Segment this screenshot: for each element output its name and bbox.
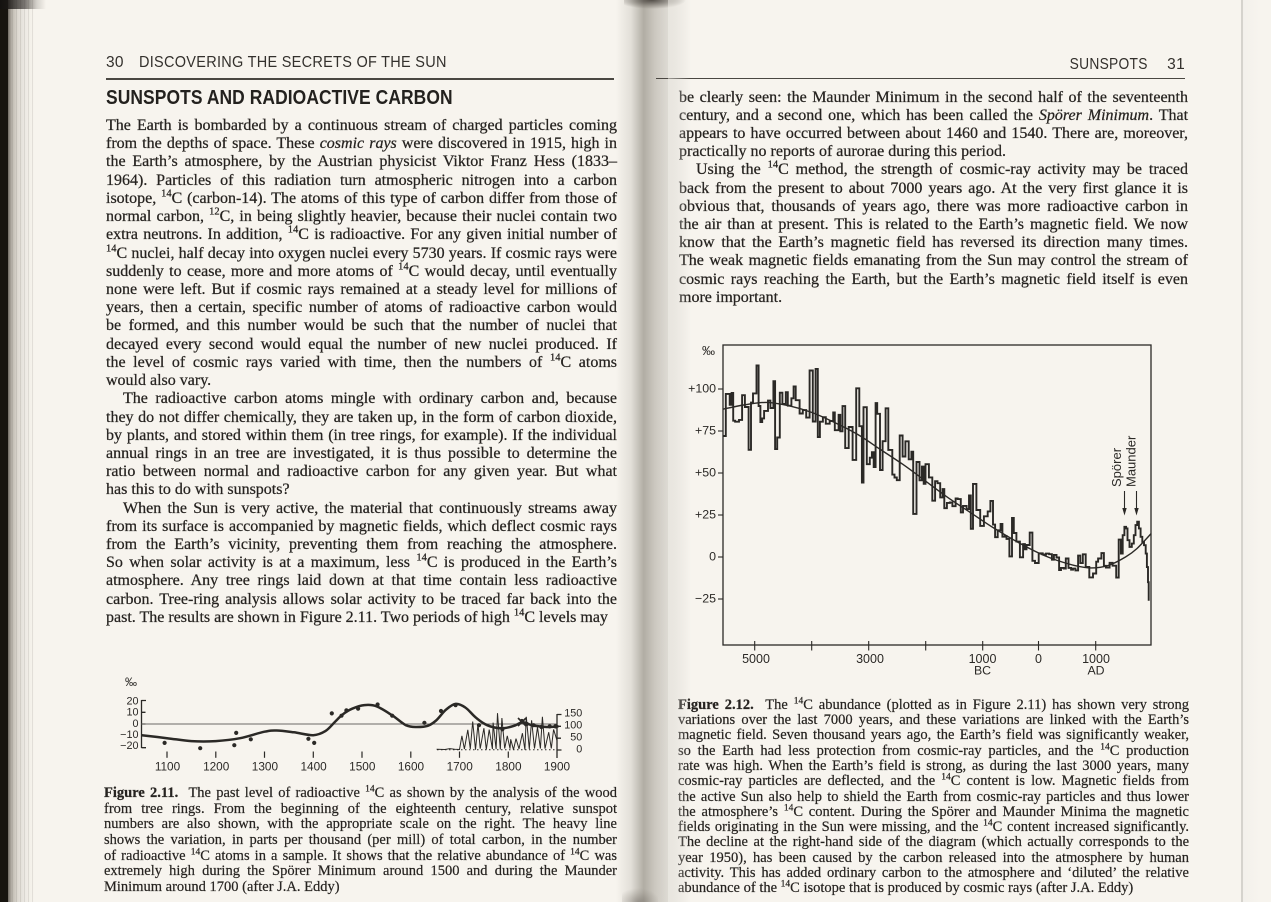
svg-text:1100: 1100 [155, 759, 181, 773]
svg-text:1900: 1900 [544, 759, 571, 773]
svg-text:0: 0 [132, 718, 138, 730]
svg-text:150: 150 [564, 707, 582, 719]
svg-text:100: 100 [564, 720, 582, 732]
svg-text:1300: 1300 [252, 759, 279, 773]
svg-text:1700: 1700 [447, 759, 474, 773]
svg-text:50: 50 [570, 731, 582, 743]
svg-text:+100: +100 [688, 382, 716, 396]
svg-text:Spörer: Spörer [1109, 447, 1124, 487]
svg-text:1000: 1000 [1082, 652, 1110, 666]
svg-text:‰: ‰ [125, 675, 137, 689]
svg-text:10: 10 [126, 707, 138, 719]
svg-text:+75: +75 [695, 424, 716, 438]
svg-text:−25: −25 [695, 592, 716, 606]
svg-text:−20: −20 [120, 740, 138, 752]
svg-text:1600: 1600 [398, 759, 425, 773]
svg-text:1800: 1800 [495, 759, 522, 773]
svg-text:5000: 5000 [742, 652, 770, 666]
svg-text:AD: AD [1087, 664, 1104, 678]
svg-text:1400: 1400 [300, 759, 327, 773]
svg-text:+25: +25 [695, 508, 716, 522]
svg-text:‰: ‰ [702, 343, 715, 358]
svg-text:1500: 1500 [349, 759, 376, 773]
svg-text:0: 0 [709, 550, 716, 564]
svg-text:20: 20 [126, 695, 138, 707]
svg-text:Maunder: Maunder [1124, 435, 1139, 487]
svg-text:0: 0 [1035, 652, 1042, 666]
svg-text:1000: 1000 [969, 652, 997, 666]
svg-text:3000: 3000 [856, 652, 884, 666]
svg-text:−10: −10 [120, 729, 138, 741]
svg-text:1200: 1200 [203, 759, 230, 773]
svg-text:+50: +50 [695, 466, 716, 480]
svg-text:0: 0 [576, 743, 582, 755]
svg-text:BC: BC [974, 664, 991, 678]
